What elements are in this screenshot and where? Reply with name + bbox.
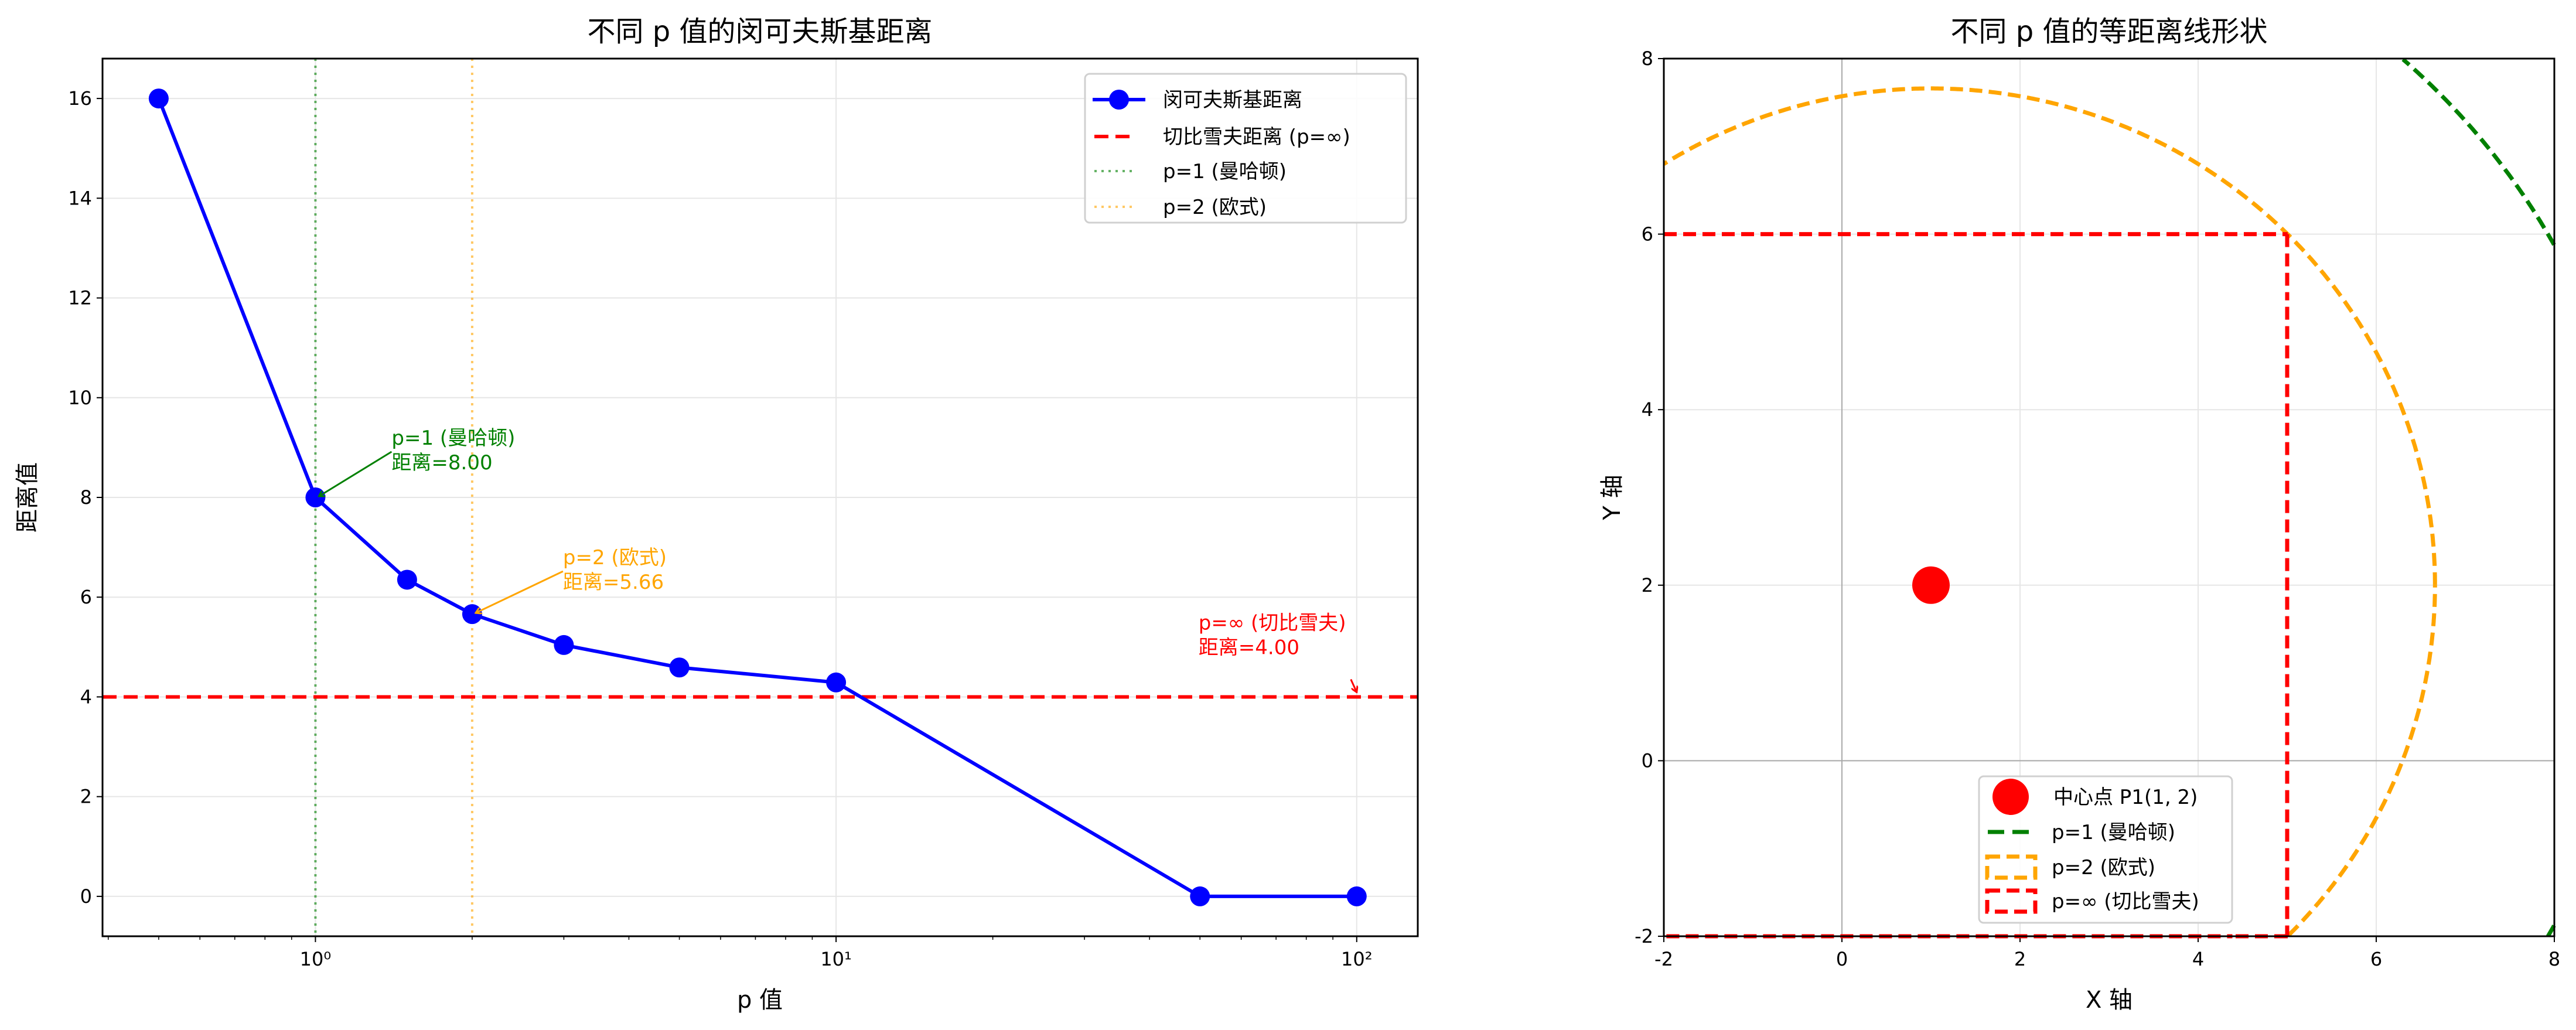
contour-circle	[1663, 86, 2437, 585]
data-point	[462, 604, 482, 625]
x-tick-label: -2	[1654, 948, 1673, 970]
annotation-text: p=∞ (切比雪夫)	[1199, 611, 1346, 635]
y-tick-label: 0	[80, 885, 92, 908]
right-legend: 中心点 P1(1, 2) p=1 (曼哈顿) p=2 (欧式) p=∞ (切比雪夫)	[1978, 775, 2233, 924]
left-chart-title: 不同 p 值的闵可夫斯基距离	[588, 15, 933, 48]
y-tick-label: 4	[80, 685, 92, 708]
legend-patch-p2	[1985, 854, 2038, 880]
legend-label: 闵可夫斯基距离	[1163, 88, 1302, 112]
contour-circle	[2401, 57, 2556, 246]
annotation: p=2 (欧式)距离=5.66	[476, 546, 667, 613]
legend-label: 中心点 P1(1, 2)	[2053, 786, 2198, 809]
x-tick-label: 10¹	[820, 948, 852, 970]
data-point	[669, 657, 690, 678]
legend-marker-center	[1992, 779, 2029, 815]
annotation-arrow	[319, 451, 393, 496]
y-tick-label: 0	[1642, 749, 1653, 772]
legend-label: p=∞ (切比雪夫)	[2052, 890, 2199, 913]
annotation-text: 距离=5.66	[563, 571, 664, 594]
annotation-text: p=1 (曼哈顿)	[391, 427, 515, 450]
plot-area	[103, 59, 1418, 936]
y-tick-label: 6	[80, 586, 92, 608]
x-tick-label: 2	[2014, 948, 2026, 970]
annotation: p=∞ (切比雪夫)距离=4.00	[1199, 611, 1357, 692]
right-axes-frame	[1663, 57, 2555, 937]
left-axes-frame	[101, 57, 1419, 937]
y-tick-label: 2	[1642, 574, 1653, 596]
legend-box	[1978, 775, 2233, 924]
right-x-axis-label: X 轴	[2086, 987, 2133, 1014]
y-tick-label: 16	[68, 87, 92, 110]
data-point	[1190, 886, 1210, 906]
data-point	[397, 569, 417, 590]
y-tick-label: 14	[68, 187, 92, 209]
annotation-arrow	[476, 570, 564, 613]
contour-circle	[2546, 925, 2556, 937]
annotation-arrow	[1350, 678, 1357, 692]
y-tick-label: 2	[80, 786, 92, 808]
y-tick-label: 10	[68, 387, 92, 409]
annotation-text: 距离=4.00	[1199, 636, 1299, 659]
contour-shapes-chart: 不同 p 值的等距离线形状 X 轴 Y 轴 -2 0 2 4 6 8 -2 0 2 4 6 8 中心点 …	[1599, 15, 2560, 1014]
x-tick-label: 0	[1836, 948, 1848, 970]
data-point	[1346, 886, 1367, 906]
data-point	[826, 672, 847, 693]
y-tick-label: 6	[1642, 223, 1653, 245]
legend-label: p=1 (曼哈顿)	[2052, 821, 2175, 844]
legend-label: 切比雪夫距离 (p=∞)	[1163, 125, 1350, 149]
annotation: p=1 (曼哈顿)距离=8.00	[319, 427, 515, 496]
right-y-axis-label: Y 轴	[1599, 475, 1626, 520]
x-tick-label: 10²	[1341, 948, 1373, 970]
x-tick-label: 6	[2370, 948, 2382, 970]
center-point	[1912, 566, 1950, 604]
x-tick-label: 10⁰	[300, 948, 332, 970]
y-tick-label: -2	[1635, 925, 1653, 947]
left-y-axis-label: 距离值	[14, 462, 41, 533]
left-x-axis-label: p 值	[737, 987, 783, 1014]
minkowski-distance-chart: 不同 p 值的闵可夫斯基距离 p 值 距离值 0 2 4 6 8 10 12 14 16 10⁰ 1…	[14, 15, 1419, 1014]
legend-box	[1084, 73, 1407, 224]
x-tick-label: 8	[2548, 948, 2560, 970]
annotation-text: p=2 (欧式)	[563, 546, 667, 569]
legend-patch-pinf	[1985, 888, 2038, 914]
contour-circle	[2287, 585, 2437, 937]
legend-label: p=2 (欧式)	[1163, 196, 1267, 219]
legend-marker-minkowski	[1109, 90, 1129, 110]
data-point	[554, 635, 574, 655]
y-tick-label: 8	[1642, 47, 1653, 70]
legend-label: p=2 (欧式)	[2052, 856, 2155, 879]
y-tick-label: 4	[1642, 398, 1653, 421]
y-tick-label: 8	[80, 486, 92, 509]
x-tick-label: 4	[2192, 948, 2204, 970]
plot-area	[1663, 57, 2556, 939]
y-tick-label: 12	[68, 287, 92, 309]
annotation-text: 距离=8.00	[391, 451, 492, 475]
legend-label: p=1 (曼哈顿)	[1163, 160, 1287, 183]
data-point	[148, 88, 169, 109]
contour-square	[1664, 232, 2290, 939]
data-point	[305, 487, 326, 507]
right-chart-title: 不同 p 值的等距离线形状	[1951, 15, 2268, 48]
